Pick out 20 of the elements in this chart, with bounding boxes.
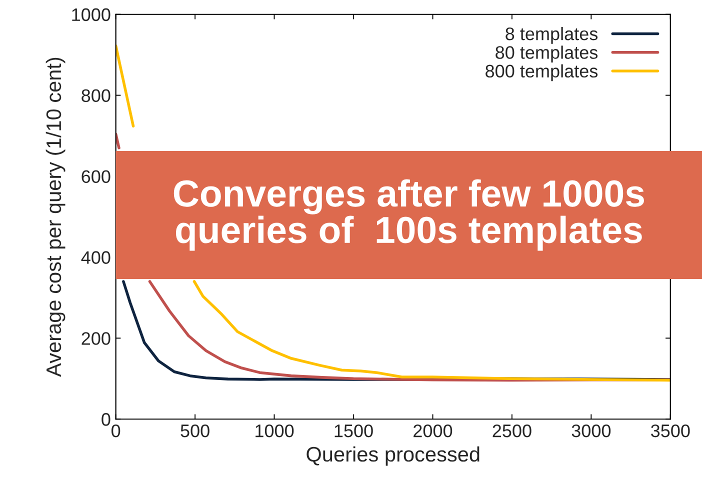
x-tick-label: 1000 [256, 424, 294, 438]
x-tick-label: 3000 [572, 424, 611, 438]
x-tick-label: 2500 [492, 424, 532, 438]
x-tick-label: 1500 [334, 424, 373, 438]
legend-label: 800 templates [486, 64, 598, 82]
x-tick-label: 500 [180, 424, 210, 438]
y-tick-label: 800 [82, 89, 110, 102]
y-axis-title: Average cost per query (1/10 cent) [46, 58, 66, 377]
x-tick-label: 2000 [414, 424, 452, 438]
legend-label: 8 templates [506, 27, 598, 44]
y-tick-label: 600 [82, 170, 110, 183]
x-axis-title: Queries processed [306, 446, 480, 466]
legend-label: 80 templates [496, 46, 598, 62]
y-tick-label: 400 [81, 251, 110, 264]
x-tick-label: 3500 [651, 424, 690, 438]
x-tick-label: 0 [112, 424, 120, 438]
annotation: Converges after few 1000s queries of 100s templates [174, 179, 644, 251]
y-tick-label: 1000 [72, 8, 110, 22]
y-tick-label: 200 [82, 332, 110, 345]
y-tick-label: 0 [102, 413, 110, 426]
